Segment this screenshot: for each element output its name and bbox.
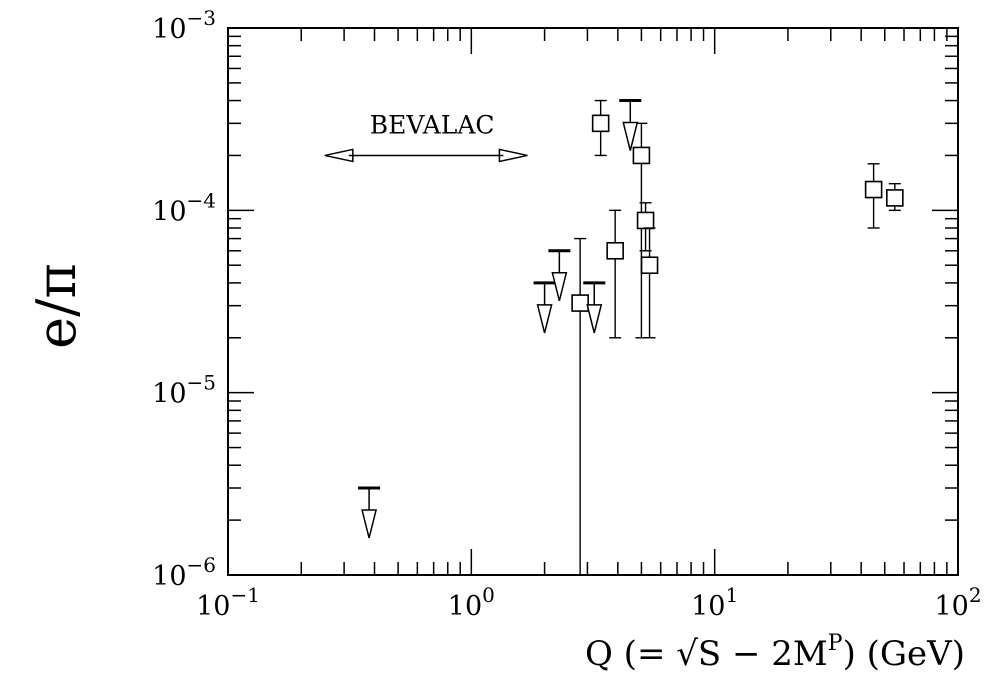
limit-arrow [586,304,603,334]
x-tick-label: 102 [934,583,981,622]
limit-arrow [361,509,378,539]
limit-arrow [536,304,553,334]
annotation-arrow-head-left [324,148,354,163]
y-axis-label: e/π [25,263,88,349]
annotation-arrow-head-right [498,148,528,163]
annotation-label: BEVALAC [370,110,495,139]
upper-limit [583,281,606,334]
data-point [640,227,659,339]
x-axis-label-main: Q (= √S − 2M [585,634,828,674]
data-point [606,209,624,339]
x-tick-label: 101 [691,583,738,622]
limit-arrow [622,121,639,151]
data-point [632,122,651,339]
tick-labels-group: 10−1 100 101 102 10−6 10−5 10−4 10−3 [152,6,981,622]
data-group [358,99,904,575]
upper-limit [358,486,381,539]
square-marker [636,211,655,230]
upper-limit [619,99,642,151]
square-marker [640,256,659,275]
square-marker [864,180,883,199]
y-tick-label: 10−5 [152,371,216,410]
y-tick-label: 10−3 [152,6,216,45]
data-point [886,182,904,212]
data-point [571,237,589,575]
x-tick-label: 10−1 [196,583,260,622]
upper-limit [548,249,571,301]
y-tick-label: 10−4 [152,188,216,227]
x-axis-label-unit: ) (GeV) [843,634,965,674]
square-marker [606,241,624,260]
data-point [636,202,655,252]
square-marker [571,294,589,312]
data-point [591,99,610,157]
plot-frame-group [227,27,959,576]
ticks-group [228,28,958,575]
upper-limit [533,281,556,334]
x-axis-label: Q (= √S − 2MP) (GeV) [585,631,965,674]
x-axis-label-superscript: P [828,631,843,656]
square-marker [591,114,610,133]
plot-frame [227,27,959,576]
square-marker [886,189,904,207]
limit-arrow [551,272,568,301]
data-point [864,163,883,229]
square-marker [632,146,651,165]
y-tick-label: 10−6 [152,553,216,592]
annotation-group: BEVALAC [324,110,528,163]
x-tick-label: 100 [448,583,495,622]
